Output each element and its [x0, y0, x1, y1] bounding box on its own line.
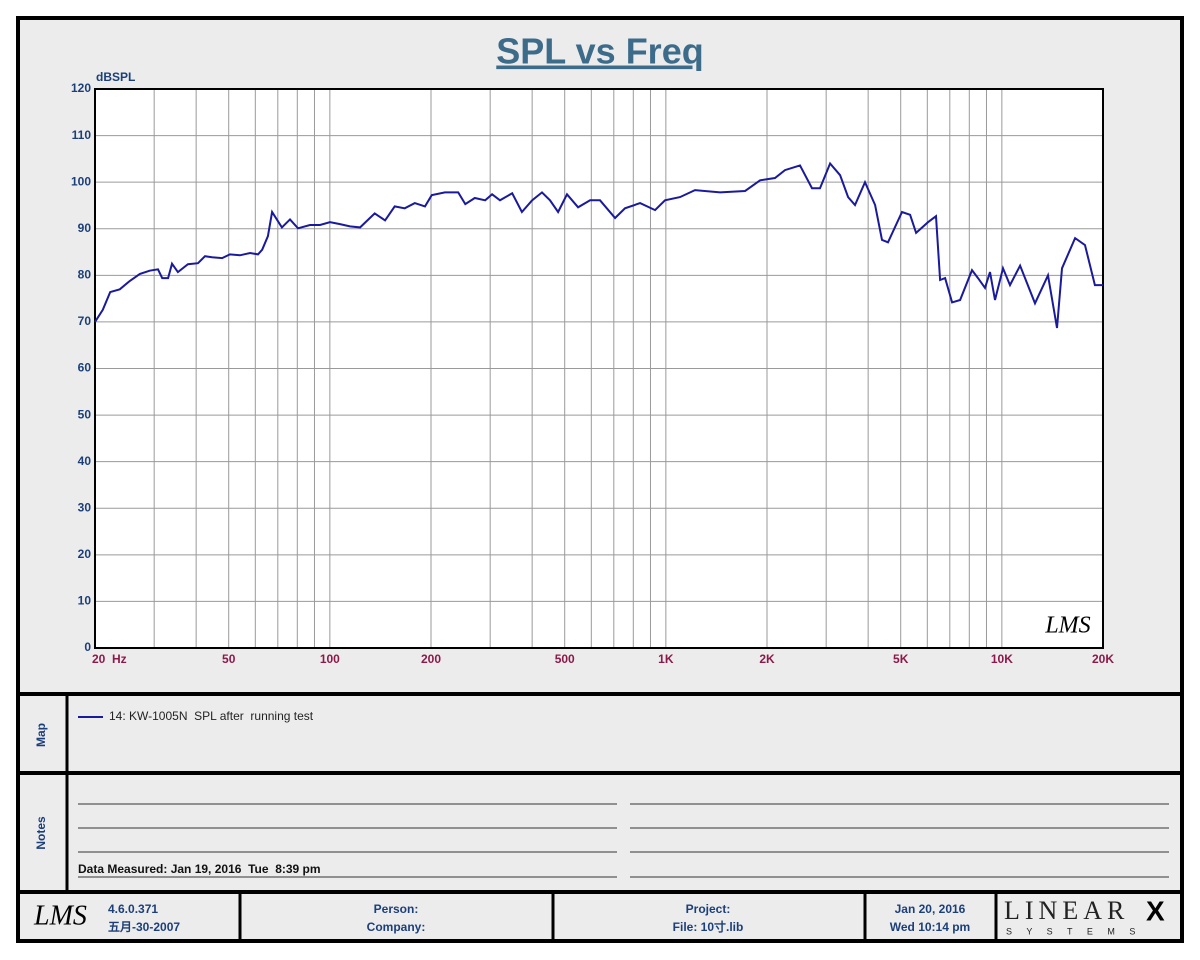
watermark: LMS — [1044, 613, 1090, 639]
notes-text: Data Measured: Jan 19, 2016 Tue 8:39 pm — [78, 862, 321, 876]
y-tick-label: 50 — [78, 407, 92, 421]
note-lines — [78, 803, 1169, 878]
y-tick-label: 60 — [78, 361, 92, 375]
version-date: 五月-30-2007 — [108, 920, 180, 934]
x-tick-label: 200 — [421, 652, 441, 666]
brand-x: X — [1146, 895, 1165, 926]
y-tick-label: 20 — [78, 547, 92, 561]
x-tick-label: 20 Hz — [92, 652, 127, 666]
company: Company: — [367, 920, 426, 934]
version: 4.6.0.371 — [108, 902, 158, 916]
y-tick-label: 100 — [71, 174, 91, 188]
file: File: 10寸.lib — [673, 919, 744, 934]
x-tick-label: 5K — [893, 652, 909, 666]
footer-logo: LMS — [33, 900, 87, 931]
legend-entry: 14: KW-1005N SPL after running test — [109, 709, 314, 723]
y-tick-label: 110 — [72, 128, 92, 142]
x-tick-label: 20K — [1092, 652, 1114, 666]
y-axis-label: dBSPL — [96, 70, 135, 84]
y-tick-label: 120 — [71, 81, 91, 95]
chart-title: SPL vs Freq — [496, 31, 703, 72]
y-tick-label: 30 — [78, 500, 92, 514]
notes-label: Notes — [34, 816, 48, 850]
x-tick-label: 500 — [555, 652, 575, 666]
y-tick-label: 80 — [78, 268, 92, 282]
map-label: Map — [34, 723, 48, 747]
x-tick-label: 100 — [320, 652, 340, 666]
brand: LINEAR — [1004, 896, 1129, 925]
x-tick-label: 10K — [991, 652, 1013, 666]
y-tick-label: 70 — [78, 314, 92, 328]
plot-border — [94, 88, 1104, 649]
time: Wed 10:14 pm — [890, 920, 970, 934]
y-tick-label: 10 — [78, 594, 92, 608]
x-tick-label: 1K — [658, 652, 674, 666]
y-tick-label: 40 — [78, 454, 92, 468]
person: Person: — [374, 902, 419, 916]
x-tick-label: 2K — [759, 652, 775, 666]
x-tick-label: 50 — [222, 652, 236, 666]
brand-sub: S Y S T E M S — [1006, 926, 1141, 936]
series-line — [94, 161, 1103, 329]
y-tick-label: 0 — [84, 640, 91, 654]
y-tick-label: 90 — [78, 221, 92, 235]
project: Project: — [686, 902, 731, 916]
date: Jan 20, 2016 — [895, 902, 966, 916]
